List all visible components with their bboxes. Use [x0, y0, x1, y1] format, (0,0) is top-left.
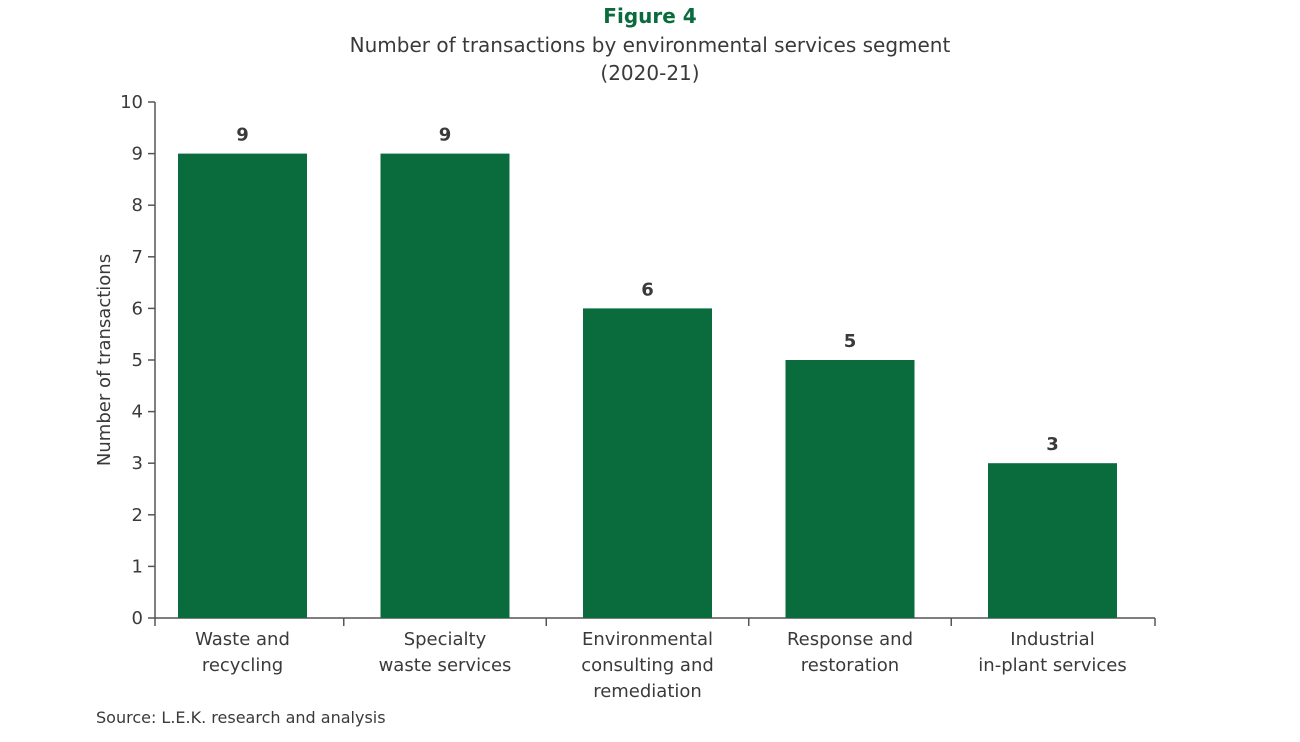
x-tick-label: restoration	[801, 655, 899, 676]
bar	[380, 153, 510, 618]
y-tick-label: 3	[132, 453, 143, 474]
data-label: 9	[236, 125, 249, 146]
chart-subtitle: (2020-21)	[600, 61, 699, 85]
x-tick-label: Environmental	[582, 629, 713, 650]
y-tick-label: 6	[132, 298, 143, 319]
data-label: 9	[439, 125, 452, 146]
bar	[988, 463, 1117, 618]
y-tick-label: 4	[132, 402, 143, 423]
x-tick-label: Industrial	[1010, 629, 1094, 650]
source-note: Source: L.E.K. research and analysis	[96, 708, 386, 727]
y-tick-label: 8	[132, 195, 143, 216]
y-tick-label: 0	[132, 608, 143, 629]
data-label: 6	[641, 279, 654, 300]
data-label: 5	[844, 331, 857, 352]
x-tick-label: Response and	[787, 629, 913, 650]
bar	[785, 360, 915, 618]
x-tick-label: consulting and	[581, 655, 714, 676]
figure-label: Figure 4	[603, 4, 696, 28]
x-tick-label: remediation	[593, 681, 702, 702]
data-label: 3	[1046, 434, 1059, 455]
x-tick-label: Waste and	[195, 629, 290, 650]
bar	[178, 153, 307, 618]
y-axis-label: Number of transactions	[94, 254, 115, 466]
y-tick-label: 2	[132, 505, 143, 526]
x-tick-label: Specialty	[404, 629, 487, 650]
x-tick-label: waste services	[379, 655, 512, 676]
y-tick-label: 7	[132, 247, 143, 268]
y-tick-label: 9	[132, 144, 143, 165]
x-tick-label: in-plant services	[978, 655, 1126, 676]
bar	[583, 308, 712, 618]
y-tick-label: 5	[132, 350, 143, 371]
x-tick-label: recycling	[202, 655, 283, 676]
chart-title: Number of transactions by environmental …	[350, 33, 951, 57]
y-tick-label: 10	[120, 92, 143, 113]
y-tick-label: 1	[132, 556, 143, 577]
